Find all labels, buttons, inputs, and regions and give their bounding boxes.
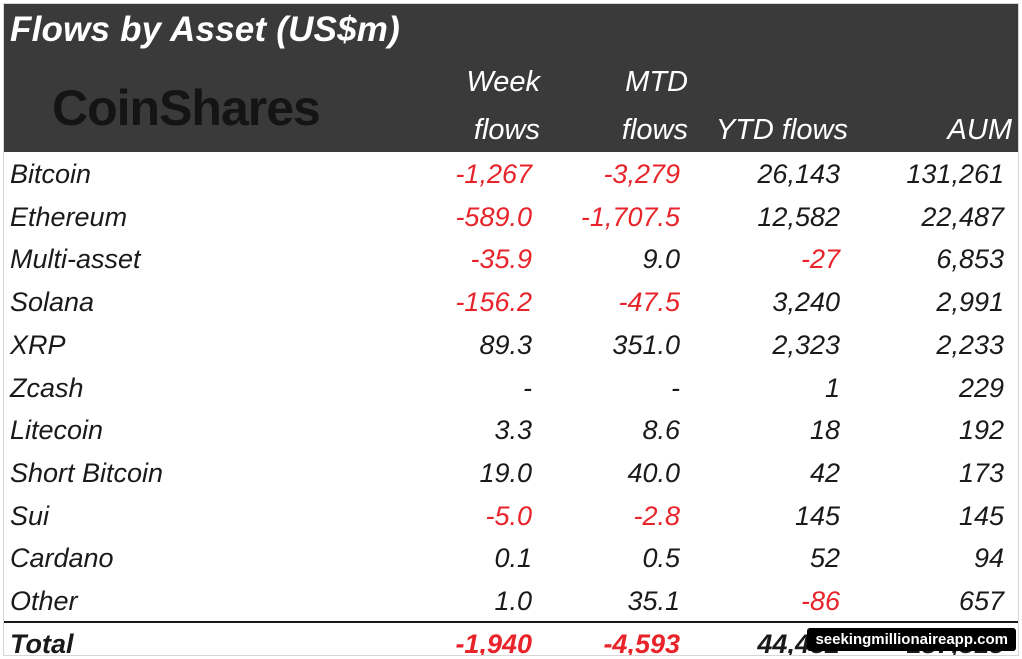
cell-ytd-flows: 26,143	[757, 159, 840, 189]
cell-ytd-flows: 1	[824, 372, 840, 403]
cell-mtd-flows: 8.6	[642, 415, 680, 446]
row-label: Zcash	[10, 372, 84, 403]
cell-mtd-flows: 40.0	[627, 457, 680, 488]
row-label: Litecoin	[10, 415, 104, 446]
cell-ytd-flows: 42	[809, 457, 840, 488]
cell-ytd-flows: 52	[809, 543, 840, 574]
cell-week-flows: 1.0	[494, 586, 532, 616]
row-label: Cardano	[10, 543, 114, 574]
cell-mtd-flows: -	[671, 372, 680, 403]
cell-week-flows: -	[523, 372, 532, 403]
table-row: Multi-asset -35.9 9.0 -27 6,853	[4, 239, 1018, 282]
cell-ytd-flows: 145	[794, 500, 840, 531]
table-title: Flows by Asset (US$m)	[10, 10, 400, 49]
cell-mtd-flows: -3,279	[603, 159, 680, 189]
cell-mtd-flows: 35.1	[627, 586, 680, 616]
cell-week-flows: -5.0	[485, 500, 532, 531]
table-row: Litecoin 3.3 8.6 18 192	[4, 410, 1018, 453]
cell-aum: 2,991	[936, 287, 1004, 318]
cell-aum: 2,233	[936, 329, 1004, 360]
cell-mtd-flows: 351.0	[612, 329, 680, 360]
row-label: Other	[10, 586, 78, 616]
table-row: Zcash - - 1 229	[4, 368, 1018, 411]
table-row: XRP 89.3 351.0 2,323 2,233	[4, 325, 1018, 368]
cell-ytd-flows: 12,582	[757, 201, 840, 232]
cell-aum: 173	[958, 457, 1004, 488]
table-row: Solana -156.2 -47.5 3,240 2,991	[4, 282, 1018, 325]
row-label: XRP	[10, 329, 66, 360]
cell-mtd-flows: -2.8	[633, 500, 680, 531]
table-header: Flows by Asset (US$m) CoinShares Week fl…	[4, 4, 1018, 152]
cell-mtd-flows: -1,707.5	[580, 201, 680, 232]
col-week-line1: Week	[466, 66, 540, 98]
cell-ytd-flows: 2,323	[772, 329, 840, 360]
row-label: Short Bitcoin	[10, 457, 164, 488]
col-aum: AUM	[947, 114, 1012, 146]
cell-aum: 657	[958, 586, 1004, 616]
total-label: Total	[10, 629, 74, 656]
cell-aum: 192	[958, 415, 1004, 446]
cell-week-flows: 0.1	[494, 543, 532, 574]
cell-mtd-flows: 9.0	[642, 244, 680, 275]
cell-mtd-flows: -47.5	[618, 287, 680, 318]
cell-ytd-flows: 3,240	[772, 287, 840, 318]
watermark: seekingmillionaireapp.com	[807, 628, 1016, 651]
col-mtd-line1: MTD	[625, 66, 688, 98]
table-row: Bitcoin -1,267 -3,279 26,143 131,261	[4, 154, 1018, 197]
row-label: Sui	[10, 500, 50, 531]
total-week-flows: -1,940	[455, 629, 532, 656]
row-label: Bitcoin	[10, 159, 92, 189]
col-ytd: YTD flows	[715, 114, 848, 146]
cell-aum: 6,853	[936, 244, 1004, 275]
cell-week-flows: 3.3	[494, 415, 532, 446]
cell-aum: 145	[958, 500, 1004, 531]
logo-text: CoinShares	[52, 80, 321, 136]
col-week-line2: flows	[473, 114, 540, 146]
cell-aum: 94	[973, 543, 1004, 574]
cell-ytd-flows: -27	[800, 244, 840, 275]
table-row: Sui -5.0 -2.8 145 145	[4, 496, 1018, 539]
cell-aum: 229	[958, 372, 1004, 403]
table-row: Ethereum -589.0 -1,707.5 12,582 22,487	[4, 197, 1018, 240]
cell-week-flows: -589.0	[455, 201, 532, 232]
cell-week-flows: -156.2	[455, 287, 532, 318]
flows-table-figure: Flows by Asset (US$m) CoinShares Week fl…	[3, 3, 1019, 656]
table-row: Other 1.0 35.1 -86 657	[4, 581, 1018, 624]
cell-week-flows: 89.3	[479, 329, 532, 360]
cell-aum: 131,261	[906, 159, 1004, 189]
cell-week-flows: -1,267	[455, 159, 532, 189]
cell-aum: 22,487	[921, 201, 1004, 232]
row-label: Ethereum	[10, 201, 128, 232]
table-row: Cardano 0.1 0.5 52 94	[4, 538, 1018, 581]
row-label: Solana	[10, 287, 95, 318]
coinshares-logo: CoinShares	[52, 82, 344, 134]
col-mtd-line2: flows	[621, 114, 688, 146]
cell-week-flows: -35.9	[470, 244, 532, 275]
cell-ytd-flows: 18	[809, 415, 840, 446]
total-mtd-flows: -4,593	[603, 629, 680, 656]
total-separator	[4, 621, 1018, 623]
cell-week-flows: 19.0	[479, 457, 532, 488]
cell-ytd-flows: -86	[800, 586, 840, 616]
cell-mtd-flows: 0.5	[642, 543, 680, 574]
row-label: Multi-asset	[10, 244, 141, 275]
table-row: Short Bitcoin 19.0 40.0 42 173	[4, 453, 1018, 496]
